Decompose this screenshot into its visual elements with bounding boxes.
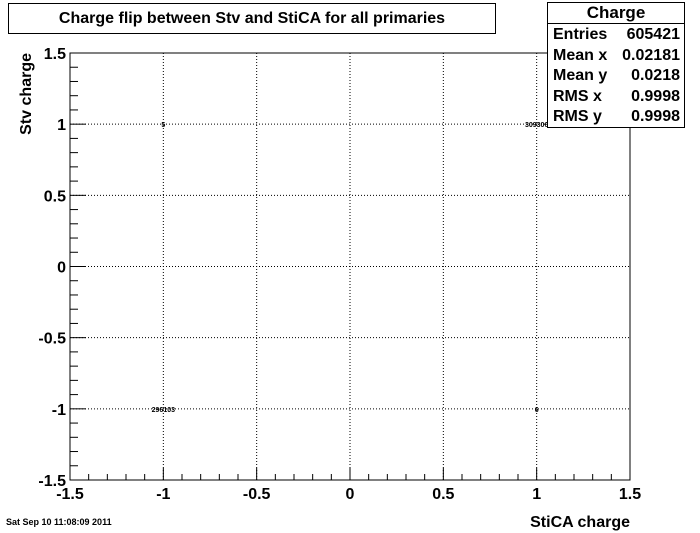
chart-title-text: Charge flip between Stv and StiCA for al… [58, 9, 446, 27]
stats-value: 0.9998 [631, 87, 680, 105]
tick-labels: -1.5 -1 -0.5 0 0.5 1 1.5 -1.5 -1 -0.5 0 0.5 1 1.5 [38, 46, 641, 503]
x-tick-label: 1 [532, 486, 541, 503]
stats-label: RMS y [553, 108, 602, 125]
stats-label: RMS x [553, 87, 602, 105]
x-axis-label: StiCA charge [530, 514, 630, 531]
data-point-label: 6 [535, 407, 539, 414]
data-point [162, 408, 164, 410]
y-tick-label: -1.5 [38, 473, 66, 490]
data-point [536, 408, 538, 410]
chart-title: Charge flip between Stv and StiCA for al… [8, 3, 496, 34]
stats-row-mean-y: Mean y 0.0218 [548, 65, 684, 86]
y-tick-label: 0.5 [44, 188, 66, 205]
x-tick-label: 0 [346, 486, 355, 503]
stats-label: Mean y [553, 67, 608, 84]
x-tick-label: -0.5 [243, 486, 271, 503]
x-tick-label: 1.5 [619, 486, 641, 503]
stats-row-mean-x: Mean x 0.02181 [548, 45, 684, 66]
y-tick-label: -0.5 [38, 331, 66, 348]
stats-value: 0.02181 [622, 46, 680, 64]
y-axis-label: Stv charge [18, 53, 35, 135]
axis-ticks [69, 52, 631, 481]
y-tick-label: 1 [57, 117, 66, 134]
x-tick-label: -1.5 [56, 486, 84, 503]
x-tick-label: -1 [156, 486, 170, 503]
data-point [162, 123, 164, 125]
stats-header: Charge [548, 3, 684, 24]
data-point-label: 309306 [525, 122, 548, 129]
stats-value: 0.0218 [631, 67, 680, 84]
stats-box: Charge Entries 605421 Mean x 0.02181 Mea… [547, 2, 685, 128]
y-tick-label: 0 [57, 260, 66, 277]
data-point [536, 123, 538, 125]
y-tick-label: 1.5 [44, 46, 66, 63]
stats-label: Mean x [553, 46, 608, 64]
timestamp: Sat Sep 10 11:08:09 2011 [6, 517, 112, 527]
data-point-label: 296103 [152, 407, 175, 414]
stats-value: 605421 [626, 26, 680, 43]
x-tick-label: 0.5 [432, 486, 454, 503]
stats-row-entries: Entries 605421 [548, 24, 684, 45]
y-tick-label: -1 [52, 402, 66, 419]
data-point-label: 5 [161, 122, 165, 129]
data-points: 5 309306 296103 6 [152, 122, 549, 414]
grid-lines [70, 53, 630, 480]
stats-row-rms-y: RMS y 0.9998 [548, 106, 684, 127]
stats-row-rms-x: RMS x 0.9998 [548, 86, 684, 107]
stats-value: 0.9998 [631, 108, 680, 125]
stats-label: Entries [553, 26, 608, 43]
